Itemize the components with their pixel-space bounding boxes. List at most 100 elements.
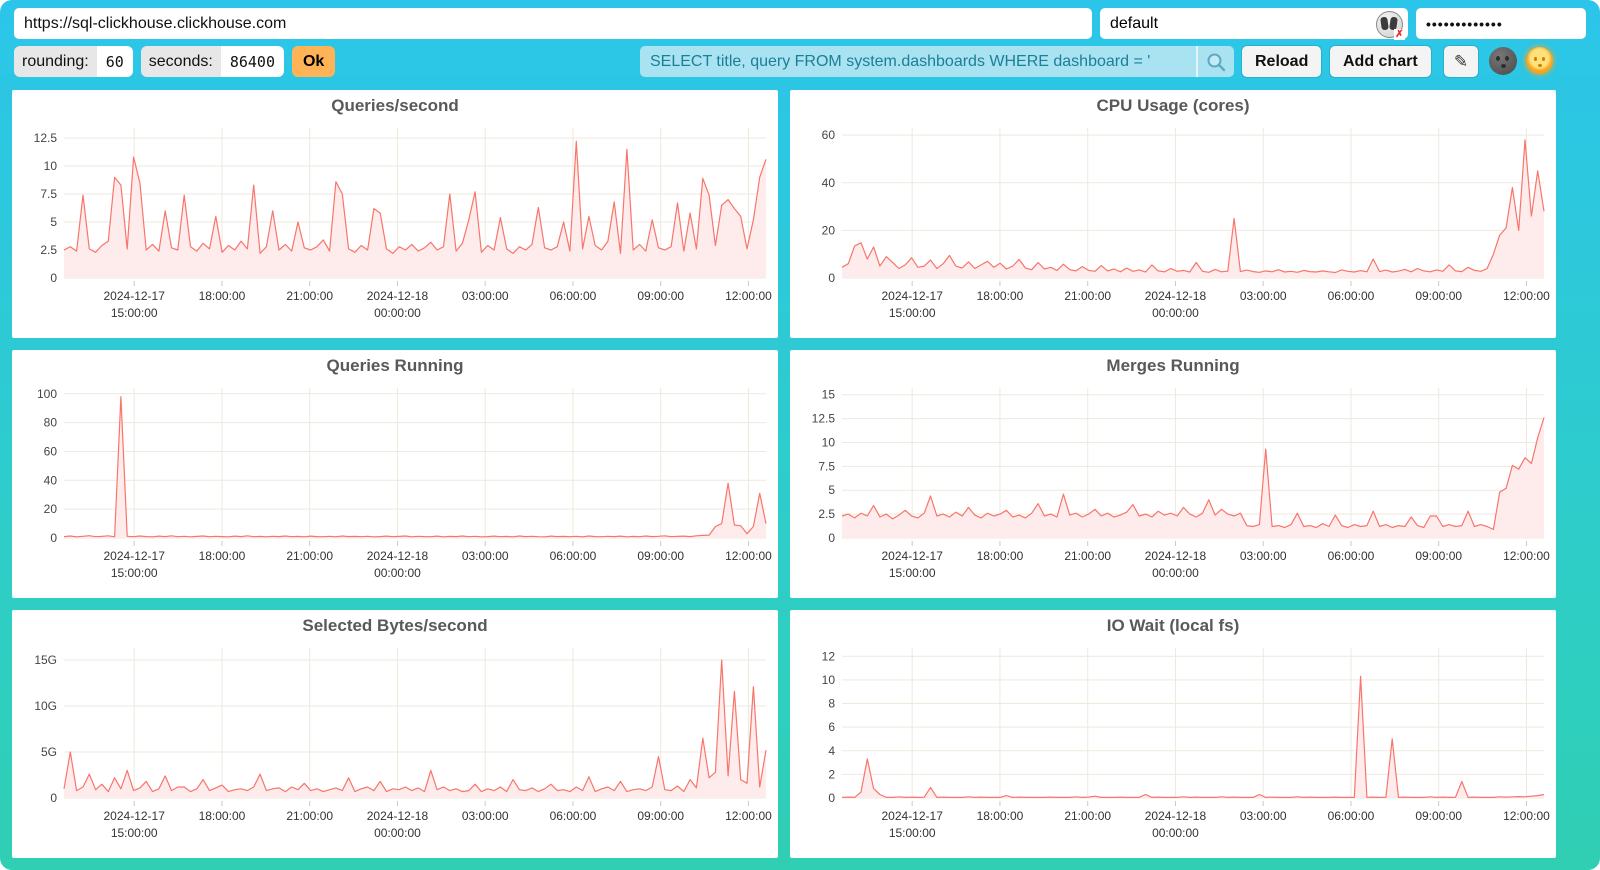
dashboard-query-field bbox=[640, 46, 1234, 77]
svg-text:6: 6 bbox=[828, 720, 835, 734]
chart-title: Queries/second bbox=[331, 96, 459, 115]
sun-eye bbox=[1534, 57, 1537, 61]
svg-text:18:00:00: 18:00:00 bbox=[199, 809, 246, 823]
chart-plot-io-wait-local-fs[interactable]: 0 2 4 6 8 10 12 2024-12-17 15:00:00 18:00:00 21:00… bbox=[794, 638, 1552, 856]
svg-text:03:00:00: 03:00:00 bbox=[462, 809, 509, 823]
search-button[interactable] bbox=[1196, 46, 1234, 77]
svg-text:06:00:00: 06:00:00 bbox=[1328, 809, 1375, 823]
chart-title: CPU Usage (cores) bbox=[1096, 96, 1250, 115]
chart-plot-merges-running[interactable]: 0 2.5 5 7.5 10 12.5 15 2024-12-17 15:00:00 18:00:… bbox=[794, 378, 1552, 596]
chart-card-queries-per-second: Queries/second 0 2.5 5 7.5 10 12.5 2024-12-17 1… bbox=[12, 90, 778, 338]
edit-pencil-button[interactable]: ✎ bbox=[1444, 46, 1478, 77]
svg-text:06:00:00: 06:00:00 bbox=[1328, 549, 1375, 563]
chart-plot-queries-per-second[interactable]: 0 2.5 5 7.5 10 12.5 2024-12-17 15:00:00 18:00:00… bbox=[16, 118, 774, 336]
chart-plot-cpu-usage-cores[interactable]: 0 20 40 60 2024-12-17 15:00:00 18:00:00 21:00:0… bbox=[794, 118, 1552, 336]
svg-text:0: 0 bbox=[828, 791, 835, 805]
svg-text:2.5: 2.5 bbox=[818, 507, 835, 521]
credentials-masks-icon[interactable]: ✗ bbox=[1376, 11, 1405, 40]
chart-card-selected-bytes-per-second: Selected Bytes/second 0 5G 10G 15G 2024-12-1… bbox=[12, 610, 778, 858]
pencil-icon: ✎ bbox=[1453, 51, 1469, 71]
svg-text:18:00:00: 18:00:00 bbox=[977, 549, 1024, 563]
svg-text:06:00:00: 06:00:00 bbox=[1328, 289, 1375, 303]
svg-text:09:00:00: 09:00:00 bbox=[1415, 549, 1462, 563]
svg-text:03:00:00: 03:00:00 bbox=[1240, 809, 1287, 823]
svg-text:09:00:00: 09:00:00 bbox=[637, 289, 684, 303]
svg-text:12.5: 12.5 bbox=[34, 131, 58, 145]
svg-text:10: 10 bbox=[822, 435, 836, 449]
chart-title: Merges Running bbox=[1106, 356, 1240, 375]
user-input[interactable] bbox=[1100, 8, 1408, 39]
chart-card-queries-running: Queries Running 0 20 40 60 80 100 2024-12-17 15… bbox=[12, 350, 778, 598]
ok-button[interactable]: Ok bbox=[291, 46, 336, 77]
sun-eye bbox=[1542, 57, 1545, 61]
svg-text:21:00:00: 21:00:00 bbox=[286, 809, 333, 823]
params-toolbar: rounding: 60 seconds: 86400 Ok bbox=[14, 46, 336, 77]
svg-text:80: 80 bbox=[44, 416, 58, 430]
svg-text:03:00:00: 03:00:00 bbox=[462, 549, 509, 563]
svg-text:0: 0 bbox=[828, 271, 835, 285]
chart-card-cpu-usage-cores: CPU Usage (cores) 0 20 40 60 2024-12-17 15:00… bbox=[790, 90, 1556, 338]
url-input[interactable] bbox=[14, 8, 1092, 39]
svg-text:03:00:00: 03:00:00 bbox=[462, 289, 509, 303]
moon-eye bbox=[1496, 56, 1500, 61]
svg-text:60: 60 bbox=[44, 444, 58, 458]
svg-text:0: 0 bbox=[50, 271, 57, 285]
svg-text:12:00:00: 12:00:00 bbox=[725, 809, 772, 823]
svg-text:5: 5 bbox=[828, 483, 835, 497]
svg-text:18:00:00: 18:00:00 bbox=[199, 549, 246, 563]
password-input[interactable] bbox=[1416, 8, 1586, 39]
svg-text:06:00:00: 06:00:00 bbox=[550, 549, 597, 563]
svg-text:12.5: 12.5 bbox=[812, 412, 836, 426]
chart-plot-selected-bytes-per-second[interactable]: 0 5G 10G 15G 2024-12-17 15:00:00 18:00:00 21:00… bbox=[16, 638, 774, 856]
svg-text:18:00:00: 18:00:00 bbox=[199, 289, 246, 303]
rounding-value-input[interactable]: 60 bbox=[96, 46, 133, 77]
reload-button[interactable]: Reload bbox=[1242, 46, 1322, 77]
svg-text:0: 0 bbox=[50, 531, 57, 545]
mask-left bbox=[1380, 16, 1389, 31]
svg-text:8: 8 bbox=[828, 697, 835, 711]
svg-text:40: 40 bbox=[822, 176, 836, 190]
svg-text:21:00:00: 21:00:00 bbox=[1064, 289, 1111, 303]
dark-theme-moon-icon[interactable] bbox=[1489, 47, 1517, 75]
add-chart-button[interactable]: Add chart bbox=[1330, 46, 1431, 77]
svg-text:4: 4 bbox=[828, 744, 835, 758]
svg-text:21:00:00: 21:00:00 bbox=[1064, 549, 1111, 563]
svg-text:20: 20 bbox=[44, 502, 58, 516]
chart-card-io-wait-local-fs: IO Wait (local fs) 0 2 4 6 8 10 12 2024-12-17 15… bbox=[790, 610, 1556, 858]
svg-text:06:00:00: 06:00:00 bbox=[550, 809, 597, 823]
chart-plot-queries-running[interactable]: 0 20 40 60 80 100 2024-12-17 15:00:00 18:00:00 21… bbox=[16, 378, 774, 596]
svg-text:09:00:00: 09:00:00 bbox=[637, 809, 684, 823]
svg-text:100: 100 bbox=[37, 387, 57, 401]
dashboard-query-input[interactable] bbox=[640, 52, 1196, 71]
magnifier-icon bbox=[1207, 53, 1226, 71]
sun-mouth bbox=[1538, 64, 1542, 67]
charts-grid: Queries/second 0 2.5 5 7.5 10 12.5 2024-12-17 1… bbox=[12, 90, 1556, 858]
svg-text:10: 10 bbox=[822, 673, 836, 687]
svg-text:12:00:00: 12:00:00 bbox=[1503, 549, 1550, 563]
moon-eye bbox=[1505, 56, 1509, 61]
chart-title: Selected Bytes/second bbox=[302, 616, 488, 635]
chart-title: Queries Running bbox=[326, 356, 464, 375]
seconds-value-input[interactable]: 86400 bbox=[220, 46, 284, 77]
svg-text:0: 0 bbox=[50, 791, 57, 805]
svg-text:20: 20 bbox=[822, 223, 836, 237]
svg-text:12:00:00: 12:00:00 bbox=[725, 549, 772, 563]
svg-text:03:00:00: 03:00:00 bbox=[1240, 549, 1287, 563]
light-theme-sun-icon[interactable] bbox=[1526, 47, 1553, 74]
svg-text:12: 12 bbox=[822, 649, 836, 663]
svg-text:09:00:00: 09:00:00 bbox=[1415, 289, 1462, 303]
svg-text:10: 10 bbox=[44, 159, 58, 173]
svg-text:60: 60 bbox=[822, 128, 836, 142]
svg-text:12:00:00: 12:00:00 bbox=[1503, 809, 1550, 823]
svg-text:5: 5 bbox=[50, 215, 57, 229]
